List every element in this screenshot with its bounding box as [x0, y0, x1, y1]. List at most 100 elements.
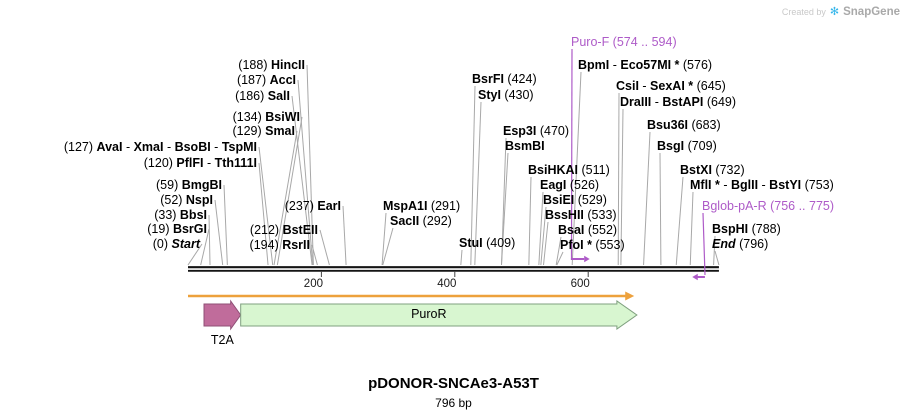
label-text: (33) — [154, 208, 180, 222]
leader-line-sali — [291, 95, 313, 266]
enzyme-label-bbsi[interactable]: (33) BbsI — [154, 208, 207, 222]
enzyme-label-sacii[interactable]: SacII (292) — [390, 214, 452, 228]
leader-line-pflfi-tth111i — [258, 162, 269, 266]
enzyme-label-pfoi[interactable]: PfoI * (553) — [560, 238, 625, 252]
label-text: BsoBI — [174, 140, 211, 154]
leader-line-sacii — [382, 227, 394, 266]
enzyme-label-bsiwi[interactable]: (134) BsiWI — [233, 110, 300, 124]
label-text: BsaI — [558, 223, 585, 237]
enzyme-label-stui[interactable]: StuI (409) — [459, 236, 515, 250]
label-text: BsgI — [657, 139, 685, 153]
label-text: (430) — [500, 88, 534, 102]
enzyme-label-esp3i[interactable]: Esp3I (470) — [503, 124, 569, 138]
enzyme-label-bsphi[interactable]: BspHI (788) — [712, 222, 781, 236]
enzyme-label-bmgbi[interactable]: (59) BmgBI — [156, 178, 222, 192]
label-text: (187) — [236, 73, 270, 87]
enzyme-label-bpmi-eco57mi[interactable]: BpmI - Eco57MI * (576) — [578, 58, 712, 72]
feature-label-puror[interactable]: PuroR — [411, 307, 447, 321]
enzyme-label-bsihkai[interactable]: BsiHKAI (511) — [528, 163, 610, 177]
label-text: StuI — [459, 236, 483, 250]
label-text: BsiEI — [543, 193, 575, 207]
enzyme-label-bsteii[interactable]: (212) BstEII — [250, 223, 318, 237]
enzyme-label-nspi[interactable]: (52) NspI — [160, 193, 213, 207]
enzyme-label-end[interactable]: End (796) — [712, 237, 768, 251]
leader-line-bsu36i — [643, 131, 651, 266]
leader-line-avai-xmai-bsobi-tspmi — [258, 146, 274, 266]
feature-arrow-t2a[interactable] — [203, 299, 242, 331]
leader-line-bpmi-eco57mi — [571, 71, 582, 266]
label-text: BstYI — [769, 178, 802, 192]
label-text: (470) — [536, 124, 570, 138]
primer-name: Puro-F — [571, 35, 610, 49]
label-text: EagI — [540, 178, 567, 192]
enzyme-label-bsai[interactable]: BsaI (552) — [558, 223, 617, 237]
primer-range: (574 .. 594) — [609, 35, 677, 49]
primer-label-bglob-pa-r[interactable]: Bglob-pA-R (756 .. 775) — [702, 199, 834, 213]
enzyme-label-rsrii[interactable]: (194) RsrII — [250, 238, 310, 252]
label-text: (526) — [566, 178, 600, 192]
enzyme-label-bstxi[interactable]: BstXI (732) — [680, 163, 745, 177]
snapgene-logo-icon: ✻ — [829, 6, 840, 18]
label-text: (409) — [482, 236, 516, 250]
label-text: BmgBI — [181, 178, 222, 192]
label-text: (424) — [503, 72, 537, 86]
primer-range: (756 .. 775) — [766, 199, 835, 213]
label-text: BglII — [730, 178, 759, 192]
label-text: Start — [171, 237, 200, 251]
label-text: BsrFI — [472, 72, 504, 86]
label-text: (753) — [801, 178, 834, 192]
label-text: StyI — [478, 88, 501, 102]
enzyme-label-styi[interactable]: StyI (430) — [478, 88, 534, 102]
enzyme-label-smai[interactable]: (129) SmaI — [232, 124, 295, 138]
enzyme-label-csii-sexai[interactable]: CsiI - SexAI * (645) — [616, 79, 726, 93]
enzyme-label-hincii[interactable]: (188) HincII — [238, 58, 305, 72]
enzyme-label-bsshii[interactable]: BssHII (533) — [545, 208, 617, 222]
leader-line-eari — [342, 205, 347, 266]
enzyme-label-bsrgi[interactable]: (19) BsrGI — [147, 222, 207, 236]
label-text: BbsI — [179, 208, 207, 222]
leader-line-bmgbi — [223, 184, 228, 266]
label-text: BsmBI — [505, 139, 545, 153]
leader-line-rsrii — [311, 244, 318, 266]
label-text: (291) — [427, 199, 461, 213]
enzyme-label-draiii-bstapi[interactable]: DraIII - BstAPI (649) — [620, 95, 736, 109]
plasmid-title: pDONOR-SNCAe3-A53T — [368, 375, 539, 392]
label-text: (188) — [238, 58, 271, 72]
enzyme-label-bsiei[interactable]: BsiEI (529) — [543, 193, 607, 207]
primer-label-puro-f[interactable]: Puro-F (574 .. 594) — [571, 35, 677, 49]
label-text: - — [210, 140, 222, 154]
label-text: (788) — [748, 222, 781, 236]
label-text: MspA1I — [383, 199, 428, 213]
tick-label: 200 — [303, 278, 323, 290]
enzyme-label-eari[interactable]: (237) EarI — [285, 199, 341, 213]
enzyme-label-avai-xmai-bsobi-tspmi[interactable]: (127) AvaI - XmaI - BsoBI - TspMI — [64, 140, 257, 154]
snapgene-credit: Created by ✻ SnapGene — [782, 5, 900, 19]
enzyme-label-mfli-bglii-bstyi[interactable]: MflI * - BglII - BstYI (753) — [690, 178, 834, 192]
enzyme-label-eagi[interactable]: EagI (526) — [540, 178, 599, 192]
label-text: - — [203, 156, 215, 170]
label-text: BstAPI — [662, 95, 704, 109]
label-text: Bsu36I — [647, 118, 688, 132]
enzyme-label-pflfi-tth111i[interactable]: (120) PflFI - Tth111I — [144, 156, 257, 170]
label-text: NspI — [185, 193, 213, 207]
label-text: PfoI * — [560, 238, 592, 252]
label-text: BstXI — [680, 163, 712, 177]
leader-line-bsphi — [713, 235, 716, 266]
enzyme-label-bsmbi[interactable]: BsmBI — [505, 139, 545, 153]
leader-line-bsshii — [543, 221, 549, 266]
enzyme-label-start[interactable]: (0) Start — [153, 237, 200, 251]
feature-label-t2a[interactable]: T2A — [210, 333, 234, 347]
label-text: BssHII — [545, 208, 584, 222]
enzyme-label-mspa1i[interactable]: MspA1I (291) — [383, 199, 460, 213]
feature-arrow-puror[interactable] — [240, 300, 638, 330]
label-text: (796) — [735, 237, 769, 251]
leader-line-styi — [474, 101, 482, 266]
label-text: - — [651, 95, 663, 109]
enzyme-label-bsgi[interactable]: BsgI (709) — [657, 139, 717, 153]
enzyme-label-acci[interactable]: (187) AccI — [237, 73, 296, 87]
enzyme-label-sali[interactable]: (186) SalI — [235, 89, 290, 103]
primer-arrowhead-puro-f — [584, 255, 590, 263]
enzyme-label-bsu36i[interactable]: Bsu36I (683) — [647, 118, 721, 132]
enzyme-label-bsrfi[interactable]: BsrFI (424) — [472, 72, 537, 86]
